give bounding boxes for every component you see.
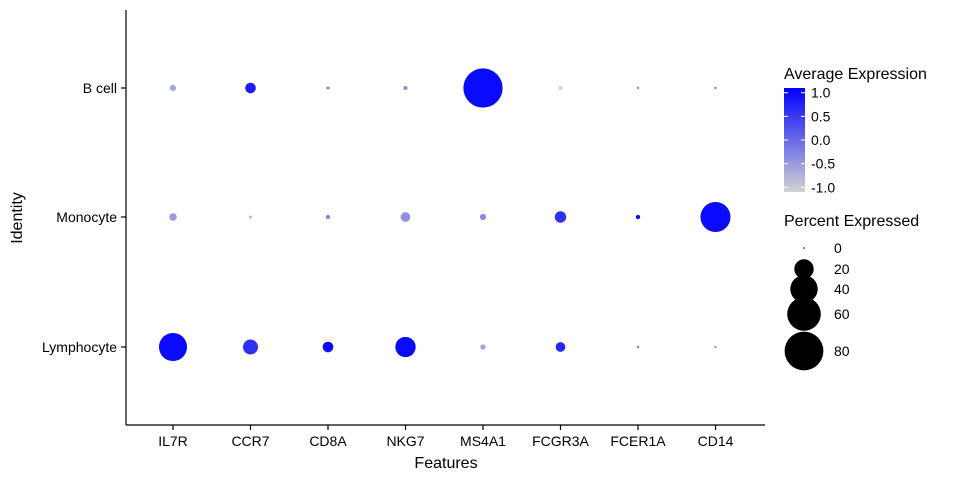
dot-monocyte-ccr7	[248, 215, 253, 219]
size-legend: Percent Expressed 0 20 40 60 80	[784, 213, 919, 371]
size-legend-dot-40	[790, 275, 818, 303]
size-legend-dot-60	[787, 297, 821, 331]
y-axis-title: Identity	[9, 192, 26, 244]
size-legend-label-60: 60	[834, 306, 850, 322]
size-legend-title: Percent Expressed	[784, 213, 919, 230]
size-legend-dot-80	[784, 331, 824, 371]
dot-lymphocyte-fcgr3a	[555, 342, 566, 352]
dot-b-cell-cd8a	[326, 86, 330, 90]
dot-b-cell-ccr7	[245, 82, 256, 94]
x-tick-label-fcer1a: FCER1A	[610, 433, 666, 449]
color-tick-label-3: -0.5	[811, 156, 835, 172]
dot-monocyte-cd14	[700, 201, 731, 233]
dot-lymphocyte-ms4a1	[480, 344, 486, 350]
dot-b-cell-nkg7	[403, 85, 408, 91]
size-legend-label-0: 0	[834, 240, 842, 256]
plot-area	[125, 10, 765, 426]
size-legend-label-20: 20	[834, 261, 850, 277]
color-tick-label-4: -1.0	[811, 179, 835, 195]
size-legend-label-80: 80	[834, 343, 850, 359]
color-legend-ticks: 1.0 0.5 0.0 -0.5 -1.0	[784, 85, 835, 195]
dot-lymphocyte-il7r	[158, 332, 188, 362]
y-tick-label-b-cell: B cell	[83, 80, 117, 96]
dot-monocyte-fcer1a	[635, 214, 641, 220]
x-tick-label-ccr7: CCR7	[231, 433, 269, 449]
x-tick-label-fcgr3a: FCGR3A	[532, 433, 589, 449]
x-tick-label-cd8a: CD8A	[309, 433, 347, 449]
color-legend: Average Expression 1.0 0.5 0.0 -0.5 -1.0	[784, 66, 927, 195]
size-legend-dot-0	[803, 247, 805, 249]
y-tick-label-lymphocyte: Lymphocyte	[42, 339, 117, 355]
x-axis-title: Features	[414, 455, 477, 472]
dot-monocyte-fcgr3a	[554, 211, 567, 223]
dot-b-cell-fcer1a	[636, 86, 640, 90]
dot-lymphocyte-cd14	[714, 345, 717, 349]
dot-monocyte-ms4a1	[479, 213, 487, 221]
color-tick-label-0: 1.0	[811, 85, 831, 101]
dot-b-cell-il7r	[169, 84, 177, 92]
dot-lymphocyte-ccr7	[242, 339, 259, 355]
y-tick-label-monocyte: Monocyte	[56, 209, 117, 225]
color-legend-bar	[784, 88, 805, 192]
color-tick-label-1: 0.5	[811, 108, 831, 124]
dot-monocyte-cd8a	[325, 214, 331, 220]
x-tick-label-ms4a1: MS4A1	[460, 433, 506, 449]
dot-lymphocyte-cd8a	[322, 341, 334, 353]
y-axis-ticks: B cell Monocyte Lymphocyte	[42, 80, 126, 355]
dot-lymphocyte-nkg7	[395, 336, 416, 358]
size-legend-dot-20	[794, 259, 814, 279]
size-legend-items: 0 20 40 60 80	[784, 240, 850, 371]
x-tick-label-cd14: CD14	[698, 433, 734, 449]
x-tick-label-il7r: IL7R	[158, 433, 188, 449]
dot-b-cell-fcgr3a	[558, 85, 563, 91]
dot-b-cell-ms4a1	[463, 68, 503, 108]
dot-monocyte-nkg7	[400, 212, 411, 222]
x-axis-ticks: IL7R CCR7 CD8A NKG7 MS4A1 FCGR3A FCER1A CD14	[158, 425, 734, 449]
size-legend-label-40: 40	[834, 281, 850, 297]
x-tick-label-nkg7: NKG7	[386, 433, 424, 449]
dot-b-cell-cd14	[714, 86, 717, 90]
dot-lymphocyte-fcer1a	[636, 345, 640, 349]
color-tick-label-2: 0.0	[811, 132, 831, 148]
color-legend-title: Average Expression	[784, 66, 927, 83]
dot-monocyte-il7r	[169, 213, 177, 221]
data-dots	[158, 68, 731, 362]
